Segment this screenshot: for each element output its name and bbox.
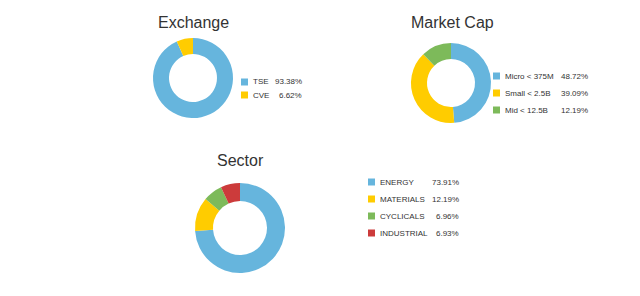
svg-text:Micro < 375M: Micro < 375M <box>505 72 554 81</box>
svg-text:12.19%: 12.19% <box>432 195 459 204</box>
svg-text:73.91%: 73.91% <box>432 178 459 187</box>
svg-text:39.09%: 39.09% <box>561 89 588 98</box>
svg-text:Mid < 12.5B: Mid < 12.5B <box>505 106 548 115</box>
svg-text:CYCLICALS: CYCLICALS <box>380 212 424 221</box>
svg-text:Sector: Sector <box>217 152 264 169</box>
svg-text:12.19%: 12.19% <box>561 106 588 115</box>
svg-text:MATERIALS: MATERIALS <box>380 195 425 204</box>
svg-text:ENERGY: ENERGY <box>380 178 414 187</box>
svg-text:Small < 2.5B: Small < 2.5B <box>505 89 551 98</box>
svg-text:6.62%: 6.62% <box>279 91 302 100</box>
svg-text:TSE: TSE <box>253 77 269 86</box>
svg-text:CVE: CVE <box>253 91 269 100</box>
svg-text:6.93%: 6.93% <box>436 229 459 238</box>
svg-text:93.38%: 93.38% <box>275 77 302 86</box>
svg-text:Exchange: Exchange <box>158 14 229 31</box>
svg-text:6.96%: 6.96% <box>436 212 459 221</box>
svg-text:48.72%: 48.72% <box>561 72 588 81</box>
svg-text:Market Cap: Market Cap <box>411 14 494 31</box>
svg-text:INDUSTRIAL: INDUSTRIAL <box>380 229 428 238</box>
